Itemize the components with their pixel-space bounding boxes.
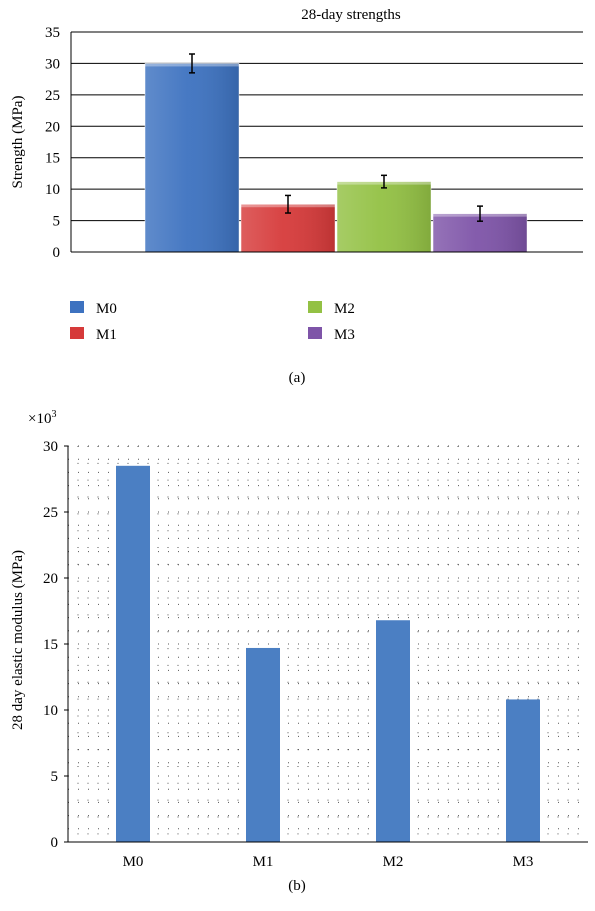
- chart-a-legend-swatch-m2: [308, 301, 322, 313]
- chart-b-y-tick-label: 30: [43, 439, 58, 455]
- chart-a-y-tick-label: 25: [45, 88, 60, 104]
- chart-a-legend-label: M0: [96, 301, 117, 317]
- chart-b-x-tick-label: M1: [253, 854, 274, 870]
- chart-a-y-tick-label: 15: [45, 151, 60, 167]
- chart-b-x-tick-labels: M0 M1 M2 M3: [123, 854, 534, 870]
- chart-b-x-tick-label: M0: [123, 854, 144, 870]
- chart-b-bar-m3: [506, 699, 540, 842]
- chart-a-y-tick-labels: 0 5 10 15 20 25 30 35: [45, 25, 60, 261]
- chart-a-y-tick-label: 20: [45, 119, 60, 135]
- chart-a-y-tick-label: 0: [53, 245, 61, 261]
- chart-a-legend-swatch-m3: [308, 327, 322, 339]
- chart-a-legend-label: M1: [96, 327, 117, 343]
- chart-b-bar-m1: [246, 647, 280, 842]
- chart-b-y-tick-labels: 0 5 10 15 20 25 30: [43, 439, 68, 851]
- chart-a-bar-shading: [145, 63, 239, 252]
- chart-a-y-tick-label: 5: [53, 214, 61, 230]
- chart-a-legend-label: M2: [334, 301, 355, 317]
- chart-b-y-tick-label: 10: [43, 703, 58, 719]
- chart-a-y-axis-label: Strength (MPa): [10, 96, 26, 189]
- chart-b-bars: [116, 465, 540, 842]
- chart-b-gridlines: [68, 445, 588, 842]
- chart-a-y-tick-label: 35: [45, 25, 60, 41]
- chart-b: ×103 0 5 10 15 20 25 30 M0 M1 M2 M3 28 day elasti…: [10, 409, 588, 894]
- chart-a: 28-day strengths 0 5 10 15 20 25 30 35 Strength…: [10, 7, 583, 386]
- chart-a-bar-shading: [337, 181, 431, 252]
- chart-a-error-bars: [189, 53, 483, 222]
- chart-b-y-tick-label: 20: [43, 571, 58, 587]
- chart-a-legend-swatch-m1: [70, 327, 84, 339]
- chart-b-bar-m2: [376, 620, 410, 842]
- chart-a-panel-label: (a): [289, 370, 306, 386]
- chart-a-legend-label: M3: [334, 327, 355, 343]
- chart-a-y-tick-label: 30: [45, 56, 60, 72]
- chart-b-y-axis-label: 28 day elastic modulus (MPa): [10, 550, 26, 730]
- chart-a-y-tick-label: 10: [45, 182, 60, 198]
- chart-b-y-tick-label: 15: [43, 637, 58, 653]
- chart-b-panel-label: (b): [288, 878, 306, 894]
- chart-a-legend: M0 M1 M2 M3: [70, 301, 355, 343]
- chart-a-bars: [144, 63, 528, 253]
- chart-b-y-tick-label: 0: [51, 835, 59, 851]
- chart-b-x-tick-label: M2: [383, 854, 404, 870]
- chart-b-x-tick-label: M3: [513, 854, 534, 870]
- chart-b-multiplier: ×103: [28, 409, 56, 427]
- chart-a-title: 28-day strengths: [301, 7, 401, 23]
- chart-b-bar-m0: [116, 465, 150, 842]
- chart-b-y-tick-label: 5: [51, 769, 59, 785]
- chart-b-y-tick-label: 25: [43, 505, 58, 521]
- chart-a-legend-swatch-m0: [70, 301, 84, 313]
